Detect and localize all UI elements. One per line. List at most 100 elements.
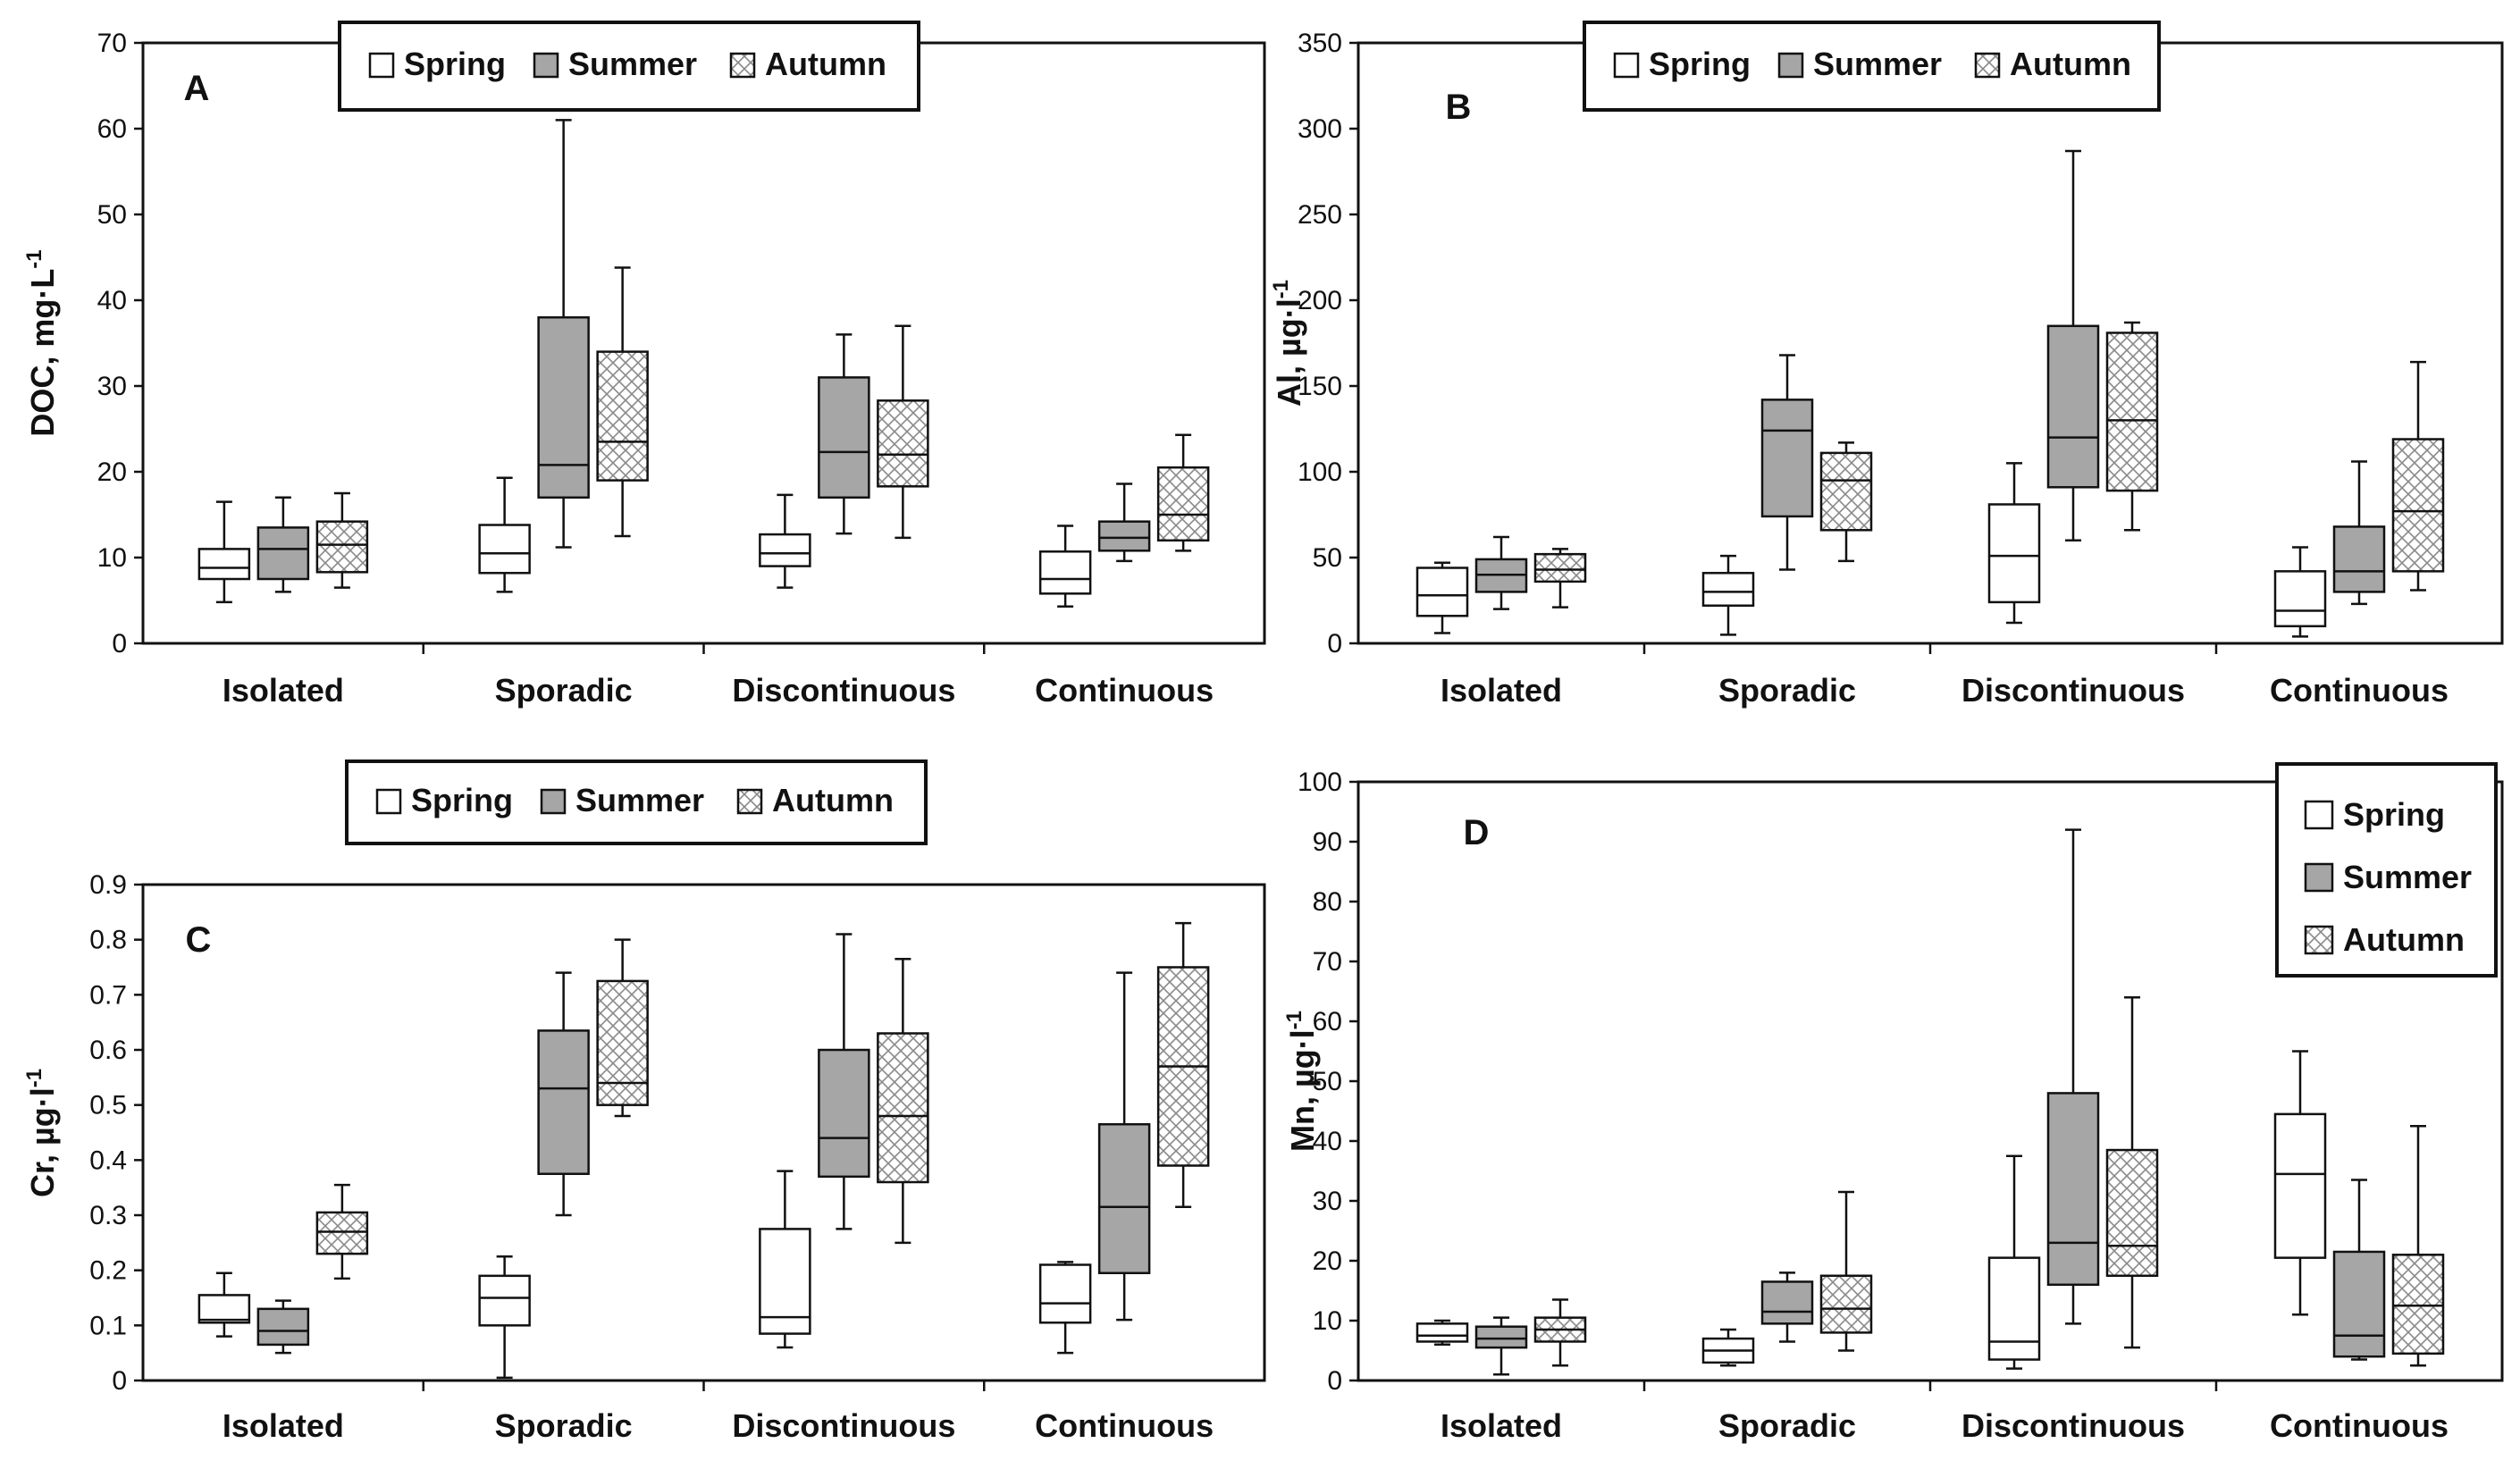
y-axis-title: Mn, µg·l-1	[1282, 1011, 1321, 1152]
legend-label-autumn: Autumn	[772, 782, 894, 818]
legend-label-summer: Summer	[575, 782, 704, 818]
box-iqr	[2391, 438, 2445, 573]
legend-swatch-summer	[1777, 52, 1804, 79]
panel-a: 0 10 20 30 40 50 60 70 Isolated Sporadic Discontin…	[22, 21, 1266, 709]
category-label: Isolated	[223, 1407, 344, 1444]
y-axis-title-main: Mn, µg·l	[1284, 1029, 1321, 1152]
panel-label: D	[1464, 813, 1490, 852]
box-summer-continuous	[1097, 483, 1151, 563]
box-autumn-isolated	[315, 491, 369, 589]
box-iqr	[197, 1294, 251, 1324]
box-iqr	[1097, 520, 1151, 552]
box-iqr	[1987, 503, 2041, 604]
y-tick-label: 50	[97, 200, 127, 230]
box-autumn-continuous	[2391, 360, 2445, 592]
box-autumn-continuous	[2391, 1125, 2445, 1367]
box-iqr	[537, 1029, 590, 1175]
legend-label-autumn: Autumn	[765, 46, 886, 82]
box-summer-continuous	[2332, 460, 2386, 606]
box-spring-continuous	[2273, 546, 2327, 638]
y-tick-label: 20	[1313, 1246, 1342, 1276]
y-tick-label: 10	[97, 543, 127, 573]
legend-label-spring: Spring	[404, 46, 506, 82]
box-spring-discontinuous	[1987, 462, 2041, 625]
box-iqr	[315, 520, 369, 574]
category-label: Discontinuous	[732, 1407, 955, 1444]
legend-frame	[345, 759, 928, 845]
box-iqr	[1415, 566, 1469, 617]
box-spring-continuous	[1038, 1261, 1092, 1355]
legend-swatch-autumn	[729, 52, 756, 79]
box-iqr	[759, 533, 811, 567]
y-tick-label: 60	[97, 114, 127, 144]
y-axis-title-sup: -1	[22, 1069, 46, 1087]
box-spring-sporadic	[1701, 554, 1755, 636]
category-label: Sporadic	[1718, 672, 1856, 709]
box-iqr	[1701, 572, 1755, 608]
legend-label-autumn: Autumn	[2343, 921, 2465, 958]
box-summer-sporadic	[1760, 354, 1814, 571]
y-axis-title-main: DOC, mg·L	[24, 269, 61, 437]
box-iqr	[2391, 1254, 2445, 1355]
y-tick-label: 0	[112, 1366, 127, 1396]
legend-swatch-autumn	[2304, 925, 2334, 955]
y-tick-label: 30	[1313, 1187, 1342, 1216]
y-tick-label: 0.2	[89, 1256, 127, 1286]
panel-label: A	[184, 69, 210, 108]
legend: Spring Summer Autumn	[345, 759, 928, 845]
box-iqr	[1819, 1274, 1873, 1334]
panel-label: C	[186, 920, 212, 960]
legend-swatch-spring	[2304, 800, 2334, 830]
y-tick-label: 50	[1313, 543, 1342, 573]
box-spring-isolated	[1415, 1319, 1469, 1347]
box-iqr	[1156, 466, 1210, 542]
y-tick-label: 80	[1313, 887, 1342, 917]
box-iqr	[818, 1048, 870, 1179]
box-iqr	[2273, 1112, 2327, 1259]
y-tick-label: 40	[97, 286, 127, 315]
y-tick-label: 0	[112, 629, 127, 659]
legend-swatch-autumn	[1974, 52, 2001, 79]
category-label: Discontinuous	[1961, 672, 2185, 709]
box-iqr	[1097, 1123, 1151, 1274]
y-tick-label: 30	[97, 372, 127, 401]
box-iqr	[1038, 1263, 1092, 1324]
legend-swatch-summer	[2304, 862, 2334, 893]
legend-swatch-summer	[540, 788, 567, 815]
box-iqr	[197, 548, 251, 581]
category-label: Sporadic	[495, 1407, 633, 1444]
legend-label-spring: Spring	[2343, 796, 2445, 833]
legend-frame	[338, 21, 920, 112]
y-tick-label: 0.1	[89, 1311, 127, 1340]
box-iqr	[1760, 1280, 1814, 1325]
box-summer-continuous	[2332, 1179, 2386, 1361]
y-axis-title-sup: -1	[22, 249, 46, 268]
box-iqr	[1533, 552, 1587, 583]
box-iqr	[877, 1032, 929, 1184]
category-label: Continuous	[2270, 672, 2449, 709]
legend-label-spring: Spring	[411, 782, 513, 818]
box-autumn-sporadic	[596, 266, 649, 538]
y-axis-title: DOC, mg·L-1	[22, 249, 61, 436]
box-summer-sporadic	[537, 971, 590, 1217]
box-iqr	[2046, 324, 2100, 489]
y-tick-label: 70	[1313, 947, 1342, 977]
box-iqr	[596, 979, 649, 1106]
box-iqr	[877, 399, 929, 488]
legend-label-summer: Summer	[1813, 46, 1942, 82]
y-tick-label: 0.9	[89, 870, 127, 900]
y-axis-title-sup: -1	[1282, 1011, 1306, 1029]
box-iqr	[1474, 1325, 1528, 1349]
box-spring-isolated	[197, 1271, 251, 1338]
y-axis-title: Al, µg·l-1	[1269, 280, 1307, 407]
box-spring-continuous	[1038, 525, 1092, 608]
box-iqr	[2046, 1092, 2100, 1287]
box-iqr	[478, 1274, 531, 1327]
box-spring-discontinuous	[1987, 1154, 2041, 1370]
y-tick-label: 50	[1313, 1067, 1342, 1096]
legend-label-autumn: Autumn	[2010, 46, 2131, 82]
y-tick-label: 0.7	[89, 980, 127, 1010]
box-autumn-isolated	[1533, 548, 1587, 608]
